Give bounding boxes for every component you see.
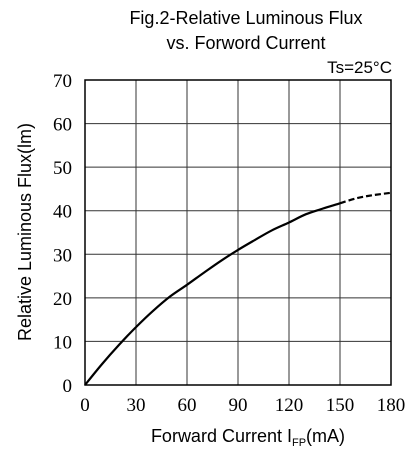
x-tick-label-0: 0 xyxy=(80,395,90,416)
series-line-dashed xyxy=(339,191,392,205)
y-tick-label-70: 70 xyxy=(53,71,72,92)
grid-layer xyxy=(85,80,391,385)
x-tick-label-30: 30 xyxy=(127,395,146,416)
y-tick-label-0: 0 xyxy=(63,376,73,397)
y-axis-label: Relative Luminous Flux(lm) xyxy=(15,123,35,341)
plot-frame xyxy=(84,79,392,386)
x-tick-label-60: 60 xyxy=(178,395,197,416)
x-axis-label: Forward Current IFP(mA) xyxy=(151,426,345,449)
series-line-solid xyxy=(84,202,341,386)
plot-border xyxy=(84,79,392,386)
x-axis-label-main: Forward Current I xyxy=(151,426,292,446)
x-tick-label-180: 180 xyxy=(377,395,406,416)
x-tick-labels: 0 30 60 90 120 150 180 xyxy=(80,395,405,416)
y-tick-labels: 0 10 20 30 40 50 60 70 xyxy=(53,71,72,397)
chart-title: Fig.2-Relative Luminous Flux xyxy=(129,8,362,28)
x-tick-label-120: 120 xyxy=(275,395,304,416)
y-tick-label-30: 30 xyxy=(53,245,72,266)
series-layer xyxy=(84,191,392,386)
condition-label: Ts=25°C xyxy=(327,58,392,77)
x-axis-label-unit: (mA) xyxy=(306,426,345,446)
y-tick-label-40: 40 xyxy=(53,202,72,223)
chart-subtitle: vs. Forword Current xyxy=(166,33,325,53)
y-tick-label-50: 50 xyxy=(53,158,72,179)
y-tick-label-60: 60 xyxy=(53,115,72,136)
y-tick-label-20: 20 xyxy=(53,289,72,310)
x-tick-label-90: 90 xyxy=(229,395,248,416)
y-tick-label-10: 10 xyxy=(53,332,72,353)
x-axis-label-subscript: FP xyxy=(292,437,306,449)
x-tick-label-150: 150 xyxy=(326,395,355,416)
